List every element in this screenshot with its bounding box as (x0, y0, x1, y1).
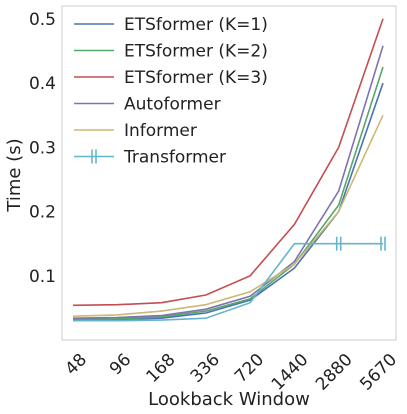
x-tick-labels: 48 96 168 336 720 1440 2880 5670 (62, 350, 401, 395)
y-tick-label-1: 0.2 (29, 203, 56, 223)
y-tick-label-0: 0.1 (29, 267, 56, 287)
legend-label-2: ETSformer (K=3) (124, 68, 268, 88)
series-line-4 (72, 114, 384, 317)
legend-label-4: Informer (124, 121, 197, 141)
y-axis-label: Time (s) (4, 138, 25, 212)
series-line-5 (73, 242, 383, 322)
legend-label-0: ETSformer (K=1) (124, 15, 268, 35)
y-tick-label-3: 0.4 (29, 74, 56, 94)
series-line-3 (72, 45, 384, 319)
x-tick-label-1: 96 (106, 350, 135, 379)
x-tick-label-6: 2880 (312, 350, 357, 395)
legend: ETSformer (K=1) ETSformer (K=2) ETSformer … (74, 15, 268, 168)
x-tick-label-7: 5670 (356, 350, 401, 395)
x-tick-label-0: 48 (62, 350, 91, 379)
x-tick-label-5: 1440 (268, 350, 313, 395)
y-tick-label-2: 0.3 (29, 138, 56, 158)
legend-label-5: Transformer (123, 148, 226, 168)
x-axis-label: Lookback Window (148, 389, 310, 410)
x-tick-label-2: 168 (143, 350, 180, 387)
legend-label-1: ETSformer (K=2) (124, 42, 268, 62)
x-tick-label-3: 336 (187, 350, 224, 387)
y-tick-label-4: 0.5 (29, 10, 56, 30)
series-line-1 (72, 66, 384, 321)
series-line-2 (72, 18, 384, 307)
x-tick-label-4: 720 (231, 350, 268, 387)
legend-label-3: Autoformer (124, 95, 221, 115)
y-tick-labels: 0.1 0.2 0.3 0.4 0.5 (29, 10, 56, 287)
series-lines (72, 18, 386, 322)
